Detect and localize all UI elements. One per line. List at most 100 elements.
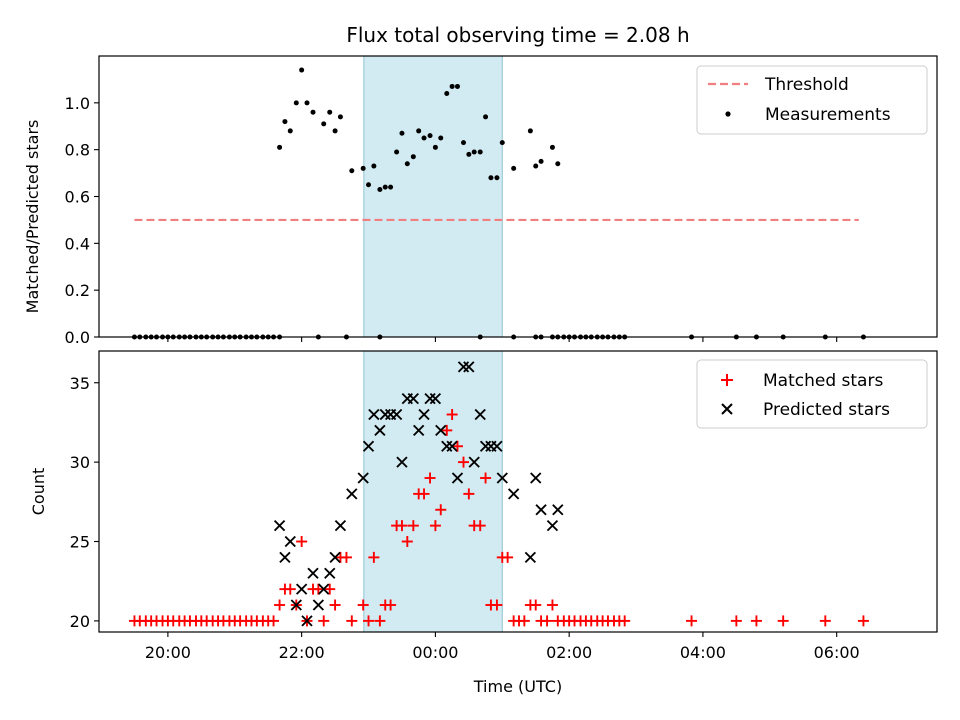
- predicted-star-point: [524, 551, 537, 564]
- measurement-point: [477, 149, 483, 155]
- predicted-star-point: [446, 440, 458, 452]
- matched-star-point: [530, 599, 542, 611]
- predicted-star-point: [390, 408, 403, 421]
- measurement-point: [371, 163, 377, 169]
- measurement-point: [488, 175, 494, 181]
- matched-star-point: [457, 456, 469, 468]
- matched-star-point: [418, 488, 430, 500]
- y-tick-label: 0.4: [65, 234, 90, 253]
- legend-predicted-label: Predicted stars: [763, 400, 890, 420]
- measurement-point: [394, 149, 400, 155]
- matched-star-point: [491, 599, 503, 611]
- matched-star-points: [128, 409, 869, 627]
- y-axis-label-top: Matched/Predicted stars: [23, 120, 42, 314]
- y-ticks-bottom: 20 25 30 35: [70, 374, 99, 631]
- measurement-point: [349, 168, 355, 174]
- matched-star-point: [518, 615, 530, 627]
- y-tick-label: 35: [70, 374, 90, 393]
- predicted-star-point: [474, 408, 486, 421]
- matched-star-point: [777, 615, 789, 627]
- predicted-star-point: [418, 408, 430, 421]
- measurement-point: [337, 114, 343, 120]
- predicted-star-point: [346, 488, 358, 500]
- matched-star-point: [441, 424, 453, 436]
- matched-star-point: [451, 440, 463, 452]
- measurement-point: [282, 119, 288, 125]
- predicted-star-point: [318, 583, 330, 595]
- measurement-point: [494, 175, 500, 181]
- matched-star-point: [857, 615, 869, 627]
- measurement-point: [304, 100, 310, 106]
- y-tick-label: 1.0: [65, 94, 90, 113]
- observing-window-shade-top: [363, 55, 503, 338]
- legend-measurements-swatch: [725, 111, 731, 117]
- predicted-star-point: [552, 504, 564, 516]
- measurement-point: [277, 144, 283, 150]
- matched-star-point: [329, 599, 341, 611]
- x-axis-label: Time (UTC): [473, 677, 562, 696]
- matched-star-point: [396, 520, 408, 532]
- legend-bottom: Matched stars Predicted stars: [696, 359, 928, 429]
- measurement-point: [321, 121, 327, 127]
- matched-star-point: [385, 599, 397, 611]
- measurement-point: [410, 154, 416, 160]
- predicted-star-point: [496, 472, 508, 484]
- matched-star-point: [374, 615, 386, 627]
- measurement-point: [360, 165, 366, 171]
- predicted-star-point: [435, 424, 447, 437]
- measurement-points: [131, 67, 866, 340]
- y-tick-label: 0.2: [65, 281, 90, 300]
- matched-star-point: [363, 615, 375, 627]
- predicted-star-point: [407, 392, 420, 405]
- matched-star-point: [463, 488, 475, 500]
- y-axis-label-bottom: Count: [29, 468, 48, 516]
- axes-frame-top: [98, 55, 938, 338]
- predicted-star-point: [312, 599, 325, 611]
- legend-top: Threshold Measurements: [696, 65, 928, 135]
- legend-matched-label: Matched stars: [763, 371, 883, 391]
- measurement-point: [538, 158, 544, 164]
- matched-star-point: [312, 583, 324, 595]
- measurement-point: [466, 151, 472, 157]
- measurement-point: [399, 130, 405, 136]
- y-tick-label: 0.0: [65, 328, 90, 347]
- predicted-star-point: [468, 456, 480, 468]
- legend-measurements-label: Measurements: [765, 105, 891, 125]
- predicted-star-points: [273, 361, 564, 627]
- matched-star-point: [686, 615, 698, 627]
- predicted-star-point: [396, 456, 408, 468]
- x-tick-label: 20:00: [145, 643, 191, 662]
- matched-star-point: [480, 472, 492, 484]
- predicted-star-point: [451, 472, 464, 484]
- matched-star-point: [446, 409, 458, 421]
- matched-star-point: [750, 615, 762, 627]
- legend-box-bottom: [696, 359, 928, 429]
- matched-star-point: [429, 520, 441, 532]
- matched-star-point: [318, 615, 330, 627]
- matched-star-point: [435, 504, 447, 516]
- matched-star-point: [284, 583, 296, 595]
- measurement-point: [293, 100, 299, 106]
- matched-star-point: [296, 536, 308, 548]
- predicted-star-point: [284, 535, 296, 548]
- x-tick-label: 00:00: [412, 643, 458, 662]
- predicted-star-point: [307, 567, 319, 579]
- x-tick-label: 22:00: [279, 643, 325, 662]
- predicted-star-point: [374, 424, 386, 437]
- measurement-point: [382, 184, 388, 190]
- matched-star-point: [324, 583, 336, 595]
- measurement-point: [388, 184, 394, 190]
- matched-star-point: [819, 615, 831, 627]
- chart-title: Flux total observing time = 2.08 h: [346, 23, 689, 47]
- measurement-point: [483, 114, 489, 120]
- predicted-star-point: [530, 472, 542, 484]
- predicted-star-point: [301, 615, 313, 627]
- axes-frame-bottom: [98, 350, 938, 633]
- predicted-star-point: [429, 392, 442, 405]
- y-tick-label: 0.6: [65, 188, 90, 207]
- measurement-point: [449, 83, 455, 89]
- x-ticks-bottom: 20:00 22:00 00:00 02:00 04:00 06:00: [145, 632, 860, 662]
- matched-star-point: [474, 520, 486, 532]
